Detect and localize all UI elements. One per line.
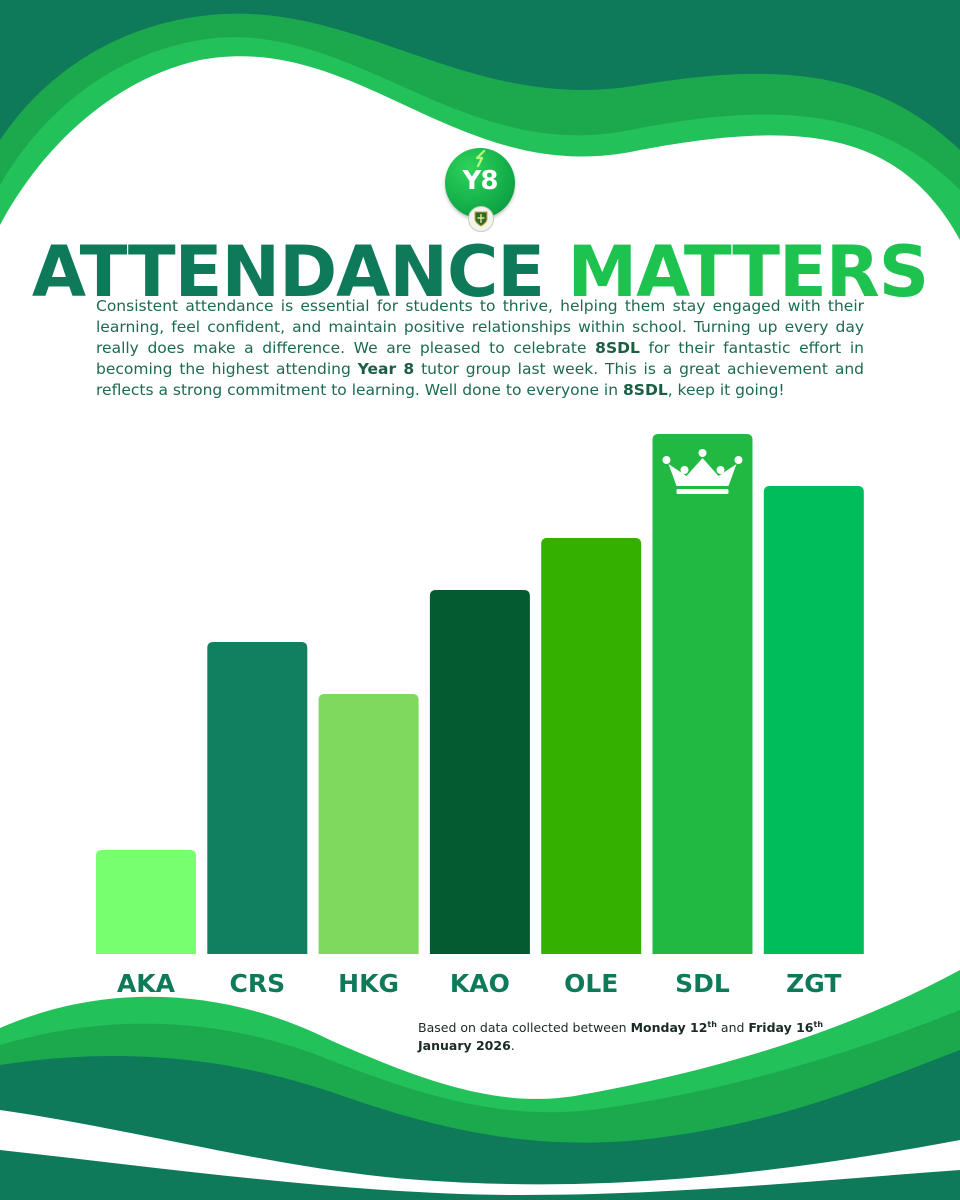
crown-icon	[662, 449, 743, 494]
tick-label-crs: CRS	[229, 969, 285, 998]
title-matters: MATTERS	[567, 231, 930, 313]
lightning-icon	[475, 150, 486, 168]
start-date: Monday 12th	[630, 1020, 717, 1036]
title-attendance: ATTENDANCE	[31, 231, 545, 313]
bottom-wave-decoration	[0, 970, 960, 1200]
bar-ole	[541, 538, 642, 954]
tutor-group-highlight-2: 8SDL	[623, 381, 668, 399]
year-highlight: Year 8	[357, 360, 415, 378]
bar-aka	[96, 850, 196, 954]
tick-label-zgt: ZGT	[786, 969, 841, 998]
tick-label-kao: KAO	[450, 969, 510, 998]
tick-label-sdl: SDL	[675, 969, 730, 998]
tick-label-ole: OLE	[564, 969, 618, 998]
bar-kao	[429, 590, 530, 954]
tutor-group-highlight: 8SDL	[595, 339, 640, 357]
bar-crs	[207, 642, 308, 954]
logo-text: Y8	[462, 166, 499, 196]
page-title: ATTENDANCE MATTERS	[0, 236, 960, 308]
year8-logo: Y8	[445, 148, 515, 234]
top-wave-decoration	[0, 0, 960, 240]
intro-paragraph: Consistent attendance is essential for s…	[96, 297, 864, 399]
school-crest-icon	[468, 206, 494, 232]
bar-hkg	[318, 694, 419, 954]
tick-label-hkg: HKG	[338, 969, 399, 998]
bar-sdl	[652, 434, 753, 954]
tick-label-aka: AKA	[117, 969, 176, 998]
data-footnote: Based on data collected between Monday 1…	[418, 1020, 824, 1054]
bar-zgt	[763, 486, 864, 954]
end-date: Friday 16th January 2026	[418, 1020, 824, 1054]
